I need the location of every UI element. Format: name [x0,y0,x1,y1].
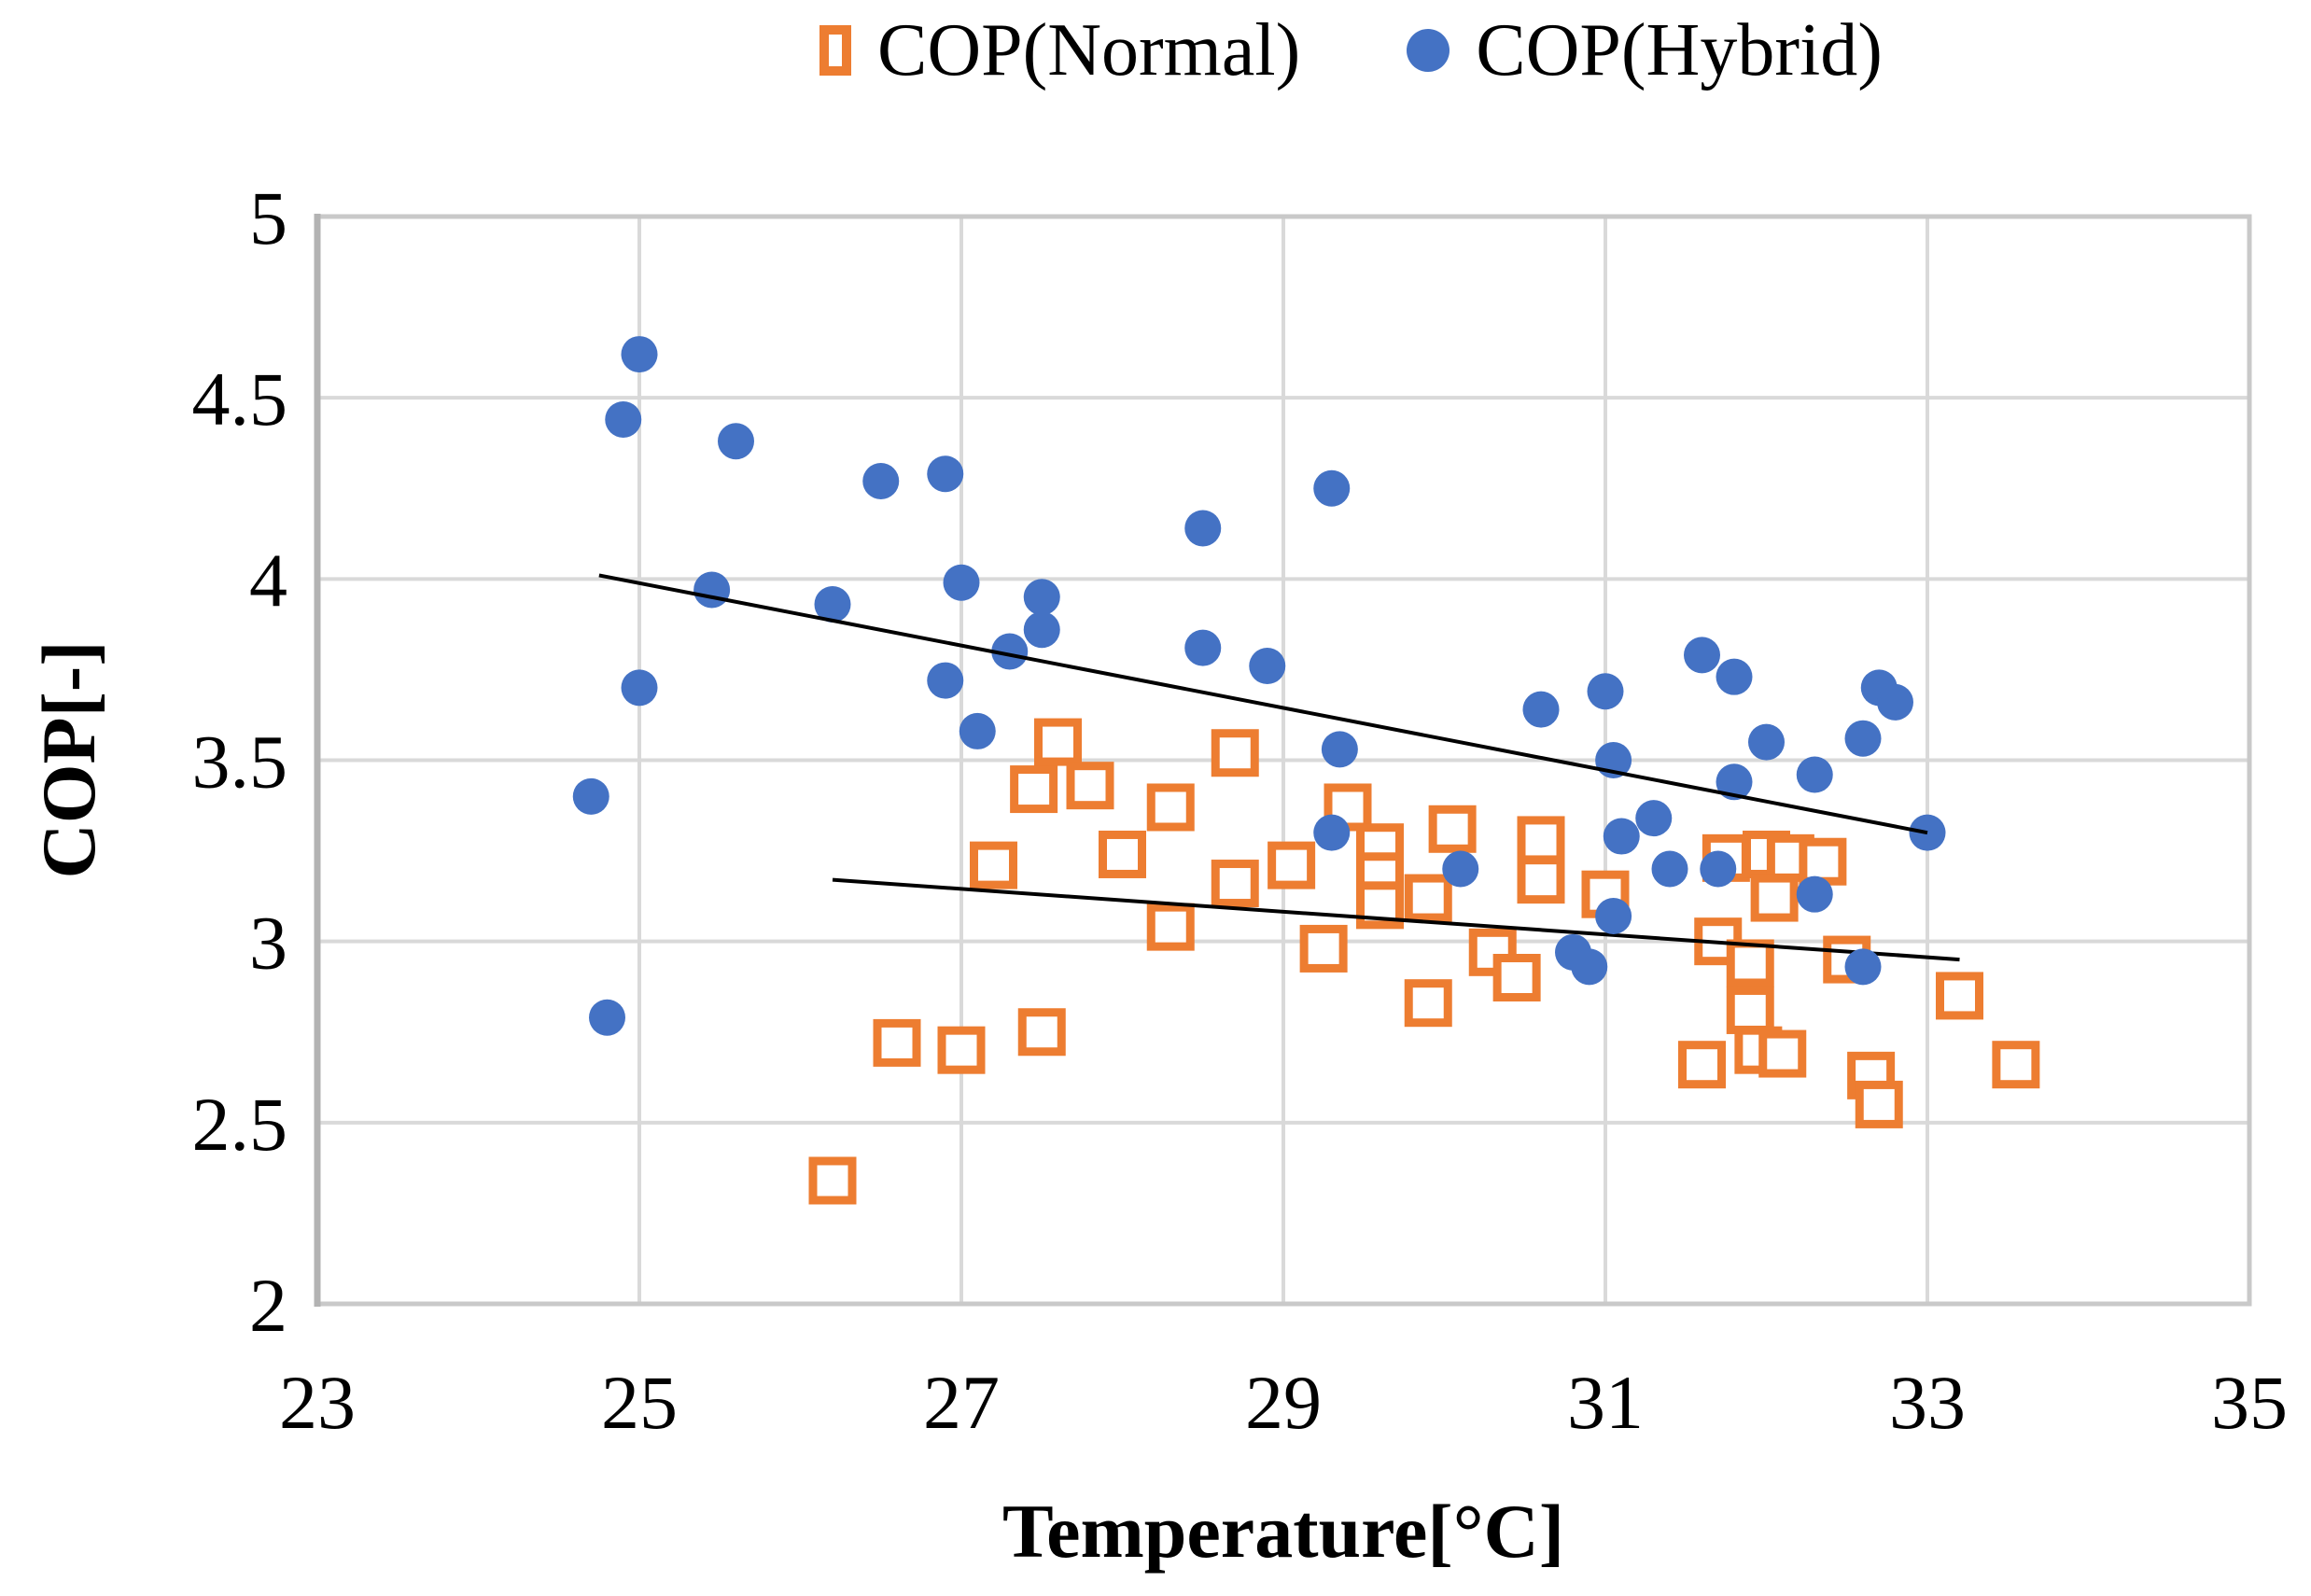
hybrid-data-point [1796,875,1833,913]
hybrid-data-point [814,586,851,623]
normal-data-point [1299,924,1348,973]
hybrid-data-point [1313,814,1351,851]
y-tick-label: 3 [249,901,287,986]
normal-data-point [1492,954,1541,1001]
normal-data-point [1517,816,1565,864]
hybrid-data-point [1184,510,1222,547]
normal-data-point [1066,762,1114,810]
normal-data-point [1404,979,1452,1028]
hybrid-data-point [959,712,996,749]
legend-item-normal: COP(Normal) [819,13,1300,88]
hybrid-circle-marker-icon [1407,29,1450,72]
normal-data-point [1034,718,1082,766]
hybrid-data-point [1877,683,1913,721]
hybrid-data-point [1587,673,1624,710]
normal-data-point [1992,1041,2040,1089]
normal-data-point [1404,874,1452,922]
y-tick-label: 4 [249,538,287,623]
hybrid-data-point [572,777,609,815]
legend-label-normal: COP(Normal) [877,9,1301,91]
hybrid-data-point [1796,756,1833,793]
hybrid-data-point [1700,850,1737,888]
normal-data-point [1211,729,1259,777]
normal-data-point [1099,830,1146,878]
chart-legend: COP(Normal) COP(Hybrid) [819,4,1883,97]
normal-data-point [1678,1041,1726,1089]
hybrid-data-point [1023,611,1060,649]
y-tick-label: 2.5 [192,1082,288,1167]
normal-data-point [1517,856,1565,904]
normal-data-point [1726,939,1774,987]
y-tick-label: 2 [249,1263,287,1348]
hybrid-data-point [1249,648,1286,685]
normal-data-point [1017,1008,1066,1057]
normal-data-point [1428,805,1477,853]
hybrid-data-point [927,662,964,699]
y-axis-title: COP[-] [26,640,111,879]
hybrid-data-point [1321,731,1358,768]
hybrid-data-point [1651,850,1688,888]
legend-label-hybrid: COP(Hybrid) [1476,9,1883,91]
hybrid-data-point [1184,629,1222,666]
hybrid-data-point [1748,723,1785,761]
normal-data-point [1936,972,1983,1020]
x-tick-label: 25 [601,1360,678,1445]
hybrid-data-point [693,571,731,609]
hybrid-data-point [1571,948,1608,986]
normal-square-marker-icon [819,25,851,76]
normal-data-point [1146,903,1195,951]
hybrid-data-point [1522,691,1560,728]
normal-data-point [1855,1080,1903,1128]
normal-data-point [1799,837,1847,886]
normal-data-point [1146,783,1195,832]
x-tick-label: 27 [923,1360,1000,1445]
hybrid-trendline [598,573,1928,835]
hybrid-data-point [1595,897,1632,934]
hybrid-data-point [621,336,658,373]
normal-data-point [873,1018,921,1067]
normal-data-point [1750,874,1799,922]
hybrid-data-point [718,423,754,460]
normal-data-point [808,1156,857,1205]
x-tick-label: 29 [1245,1360,1322,1445]
y-tick-label: 5 [249,175,287,260]
x-tick-label: 35 [2211,1360,2288,1445]
hybrid-data-point [1603,818,1640,855]
hybrid-data-point [1635,800,1673,837]
normal-data-point [1726,986,1774,1034]
normal-data-point [937,1026,986,1074]
hybrid-data-point [943,564,980,601]
hybrid-data-point [1716,763,1753,801]
hybrid-data-point [862,462,900,499]
x-axis-title: Temperature[°C] [1001,1489,1565,1574]
normal-data-point [970,841,1017,889]
legend-item-hybrid: COP(Hybrid) [1407,13,1883,88]
hybrid-data-point [1844,720,1882,757]
y-tick-label: 3.5 [192,720,288,805]
normal-data-point [1010,765,1058,814]
hybrid-data-point [1844,948,1882,986]
x-tick-label: 33 [1889,1360,1966,1445]
normal-trendline [832,877,1960,962]
hybrid-data-point [1313,469,1351,507]
x-tick-label: 31 [1567,1360,1644,1445]
hybrid-data-point [589,999,625,1036]
hybrid-data-point [991,633,1029,670]
y-tick-label: 4.5 [192,357,288,441]
hybrid-data-point [1023,579,1060,616]
hybrid-data-point [1442,850,1479,888]
hybrid-data-point [1716,658,1753,695]
normal-data-point [1268,841,1316,889]
hybrid-data-point [605,400,642,438]
normal-data-point [1758,1029,1807,1078]
normal-data-point [1211,860,1259,908]
x-tick-label: 23 [279,1360,356,1445]
hybrid-data-point [1684,637,1720,674]
hybrid-data-point [927,455,964,493]
hybrid-data-point [621,669,658,707]
